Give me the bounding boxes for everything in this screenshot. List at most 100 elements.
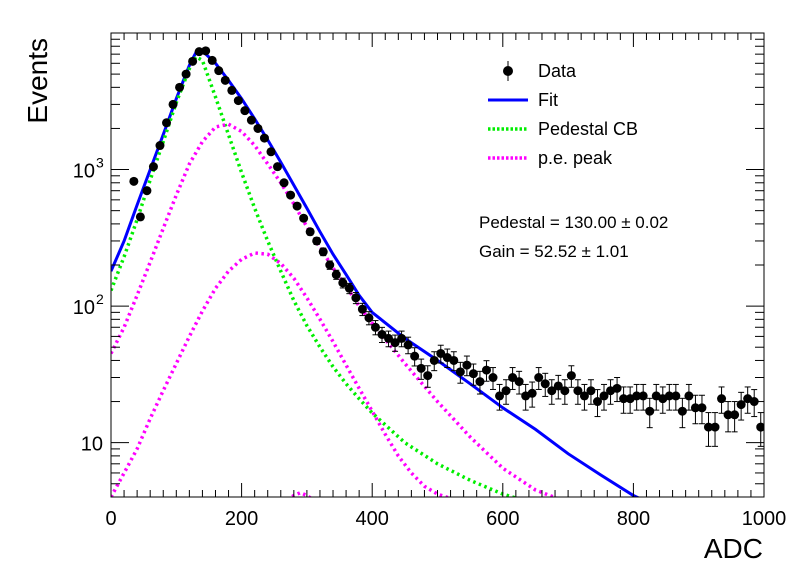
x-tick-label: 400 bbox=[356, 508, 389, 530]
y-tick-exponent: 2 bbox=[96, 291, 104, 307]
data-point bbox=[462, 355, 472, 377]
data-marker bbox=[717, 394, 727, 404]
x-tick-label: 600 bbox=[486, 508, 519, 530]
data-point bbox=[390, 334, 400, 352]
legend-label: p.e. peak bbox=[538, 148, 613, 168]
data-point bbox=[403, 336, 413, 355]
data-marker bbox=[527, 388, 537, 398]
data-marker bbox=[684, 391, 694, 401]
data-marker bbox=[612, 383, 622, 393]
data-point bbox=[586, 379, 596, 405]
data-point bbox=[619, 386, 629, 414]
data-marker bbox=[266, 147, 276, 157]
data-marker bbox=[201, 46, 211, 56]
data-marker bbox=[331, 270, 341, 280]
data-point bbox=[351, 292, 361, 305]
data-marker bbox=[148, 162, 158, 172]
data-marker bbox=[344, 283, 354, 293]
data-marker bbox=[508, 373, 518, 383]
data-marker bbox=[677, 406, 687, 416]
data-marker bbox=[560, 386, 570, 396]
data-point bbox=[384, 330, 394, 348]
fit-result: Pedestal = 130.00 ± 0.02 bbox=[479, 213, 668, 232]
data-marker bbox=[756, 422, 764, 432]
data-point bbox=[684, 383, 694, 411]
data-point bbox=[279, 178, 289, 188]
data-point bbox=[495, 383, 505, 411]
data-marker bbox=[599, 391, 609, 401]
data-point bbox=[266, 147, 276, 157]
y-tick-exponent: 3 bbox=[96, 155, 104, 171]
data-point bbox=[397, 330, 407, 348]
data-marker bbox=[220, 75, 230, 85]
data-point bbox=[475, 370, 485, 395]
data-point bbox=[508, 367, 518, 390]
data-point bbox=[148, 162, 158, 172]
data-marker bbox=[305, 227, 315, 237]
y-tick-label: 10 bbox=[73, 297, 95, 319]
data-point bbox=[207, 55, 217, 65]
data-points-layer bbox=[129, 46, 764, 447]
data-point bbox=[527, 381, 537, 408]
data-point bbox=[599, 383, 609, 411]
data-marker bbox=[462, 360, 472, 370]
legend-item: Data bbox=[503, 61, 577, 81]
data-marker bbox=[423, 371, 433, 381]
data-point bbox=[344, 282, 354, 295]
data-point bbox=[436, 344, 446, 364]
data-point bbox=[220, 75, 230, 85]
data-marker bbox=[279, 178, 289, 188]
data-marker bbox=[403, 340, 413, 350]
legend-item: p.e. peak bbox=[488, 148, 613, 168]
data-marker bbox=[227, 85, 237, 95]
data-point bbox=[540, 372, 550, 397]
data-marker bbox=[534, 373, 544, 383]
x-tick-label: 0 bbox=[105, 508, 116, 530]
data-point bbox=[325, 260, 335, 270]
data-marker bbox=[377, 329, 387, 339]
data-point bbox=[129, 176, 139, 186]
data-point bbox=[181, 69, 191, 79]
data-point bbox=[488, 367, 498, 390]
legend-label: Fit bbox=[538, 90, 558, 110]
data-point bbox=[579, 383, 589, 411]
data-point bbox=[710, 412, 720, 447]
data-marker bbox=[416, 363, 426, 373]
data-point bbox=[736, 391, 746, 421]
data-marker bbox=[540, 379, 550, 389]
data-marker bbox=[286, 190, 296, 200]
data-marker bbox=[514, 377, 524, 387]
data-point bbox=[259, 133, 269, 143]
data-point bbox=[227, 85, 237, 95]
data-point bbox=[592, 389, 602, 418]
data-marker bbox=[730, 410, 740, 420]
data-point bbox=[312, 236, 322, 246]
data-marker bbox=[292, 201, 302, 211]
data-marker bbox=[351, 293, 361, 303]
data-marker bbox=[703, 422, 713, 432]
data-marker bbox=[475, 377, 485, 387]
data-point bbox=[455, 361, 465, 384]
data-marker bbox=[155, 141, 165, 151]
y-tick-label: 10 bbox=[73, 161, 95, 183]
data-point bbox=[292, 201, 302, 211]
data-point bbox=[318, 247, 328, 257]
data-point bbox=[155, 141, 165, 151]
x-tick-label: 200 bbox=[225, 508, 258, 530]
data-marker bbox=[710, 422, 720, 432]
data-marker bbox=[168, 99, 178, 109]
data-marker bbox=[135, 212, 145, 222]
data-point bbox=[135, 212, 145, 222]
data-marker bbox=[142, 186, 152, 196]
data-point bbox=[723, 401, 733, 433]
data-point bbox=[547, 379, 557, 405]
data-marker bbox=[723, 410, 733, 420]
data-point bbox=[377, 326, 387, 344]
data-marker bbox=[436, 348, 446, 358]
data-point bbox=[690, 394, 700, 425]
data-point bbox=[645, 397, 655, 429]
data-point bbox=[357, 302, 367, 317]
data-marker bbox=[175, 82, 185, 92]
